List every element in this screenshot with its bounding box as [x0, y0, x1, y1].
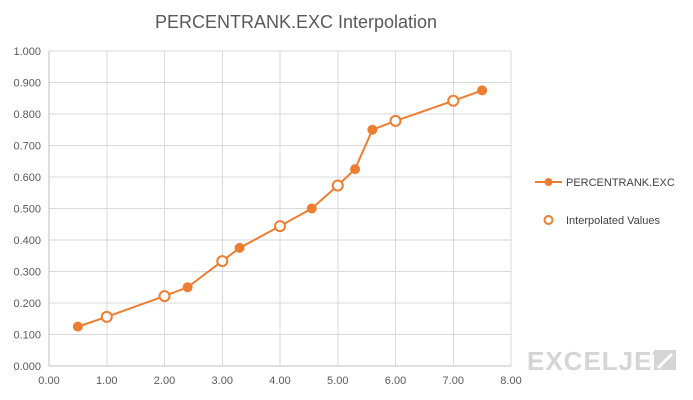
interpolated-point: [389, 114, 402, 127]
chart-title: PERCENTRANK.EXC Interpolation: [155, 12, 437, 32]
x-tick-label: 0.00: [38, 375, 59, 387]
interpolated-point: [447, 94, 460, 107]
data-point: [306, 203, 317, 214]
y-tick-label: 0.900: [13, 78, 41, 90]
series-2: [100, 94, 460, 323]
legend-label: Interpolated Values: [566, 215, 660, 227]
legend: PERCENTRANK.EXC Interpolated Values: [535, 177, 675, 227]
data-point: [182, 282, 193, 293]
data-point: [367, 124, 378, 135]
data-point: [72, 321, 83, 332]
interpolated-point: [331, 179, 344, 192]
y-tick-label: 0.200: [13, 298, 41, 310]
interpolated-point: [216, 255, 229, 268]
x-tick-label: 3.00: [212, 375, 233, 387]
data-point: [477, 85, 488, 96]
data-point: [234, 242, 245, 253]
legend-open-marker: [543, 215, 554, 225]
y-tick-label: 1.000: [13, 46, 41, 58]
plot-area: [72, 85, 488, 332]
interpolated-point: [100, 310, 113, 323]
x-tick-label: 2.00: [154, 375, 175, 387]
y-tick-label: 0.100: [13, 330, 41, 342]
exceljet-flag-icon: [654, 350, 676, 370]
y-tick-label: 0.300: [13, 267, 41, 279]
watermark: EXCELJET: [527, 346, 676, 376]
x-tick-label: 7.00: [443, 375, 464, 387]
x-tick-label: 6.00: [385, 375, 406, 387]
legend-item-percentrank: PERCENTRANK.EXC: [535, 177, 675, 189]
series-1: [72, 85, 488, 332]
y-tick-label: 0.500: [13, 204, 41, 216]
x-tick-label: 1.00: [96, 375, 117, 387]
x-tick-label: 5.00: [327, 375, 348, 387]
tick-labels: 0.000 0.100 0.200 0.300 0.400 0.500 0.600 0.700…: [13, 46, 521, 387]
y-tick-label: 0.700: [13, 141, 41, 153]
x-tick-label: 4.00: [269, 375, 290, 387]
grid: [48, 50, 512, 367]
interpolated-point: [158, 290, 171, 303]
y-tick-label: 0.000: [13, 361, 41, 373]
x-tick-label: 8.00: [500, 375, 521, 387]
y-tick-label: 0.800: [13, 109, 41, 121]
y-tick-label: 0.600: [13, 172, 41, 184]
legend-label: PERCENTRANK.EXC: [566, 177, 675, 189]
watermark-text: EXCELJET: [527, 346, 669, 376]
y-tick-label: 0.400: [13, 235, 41, 247]
legend-item-interpolated: Interpolated Values: [543, 215, 660, 227]
legend-filled-marker: [544, 178, 553, 186]
data-point: [350, 164, 361, 175]
interpolated-point: [274, 220, 286, 233]
